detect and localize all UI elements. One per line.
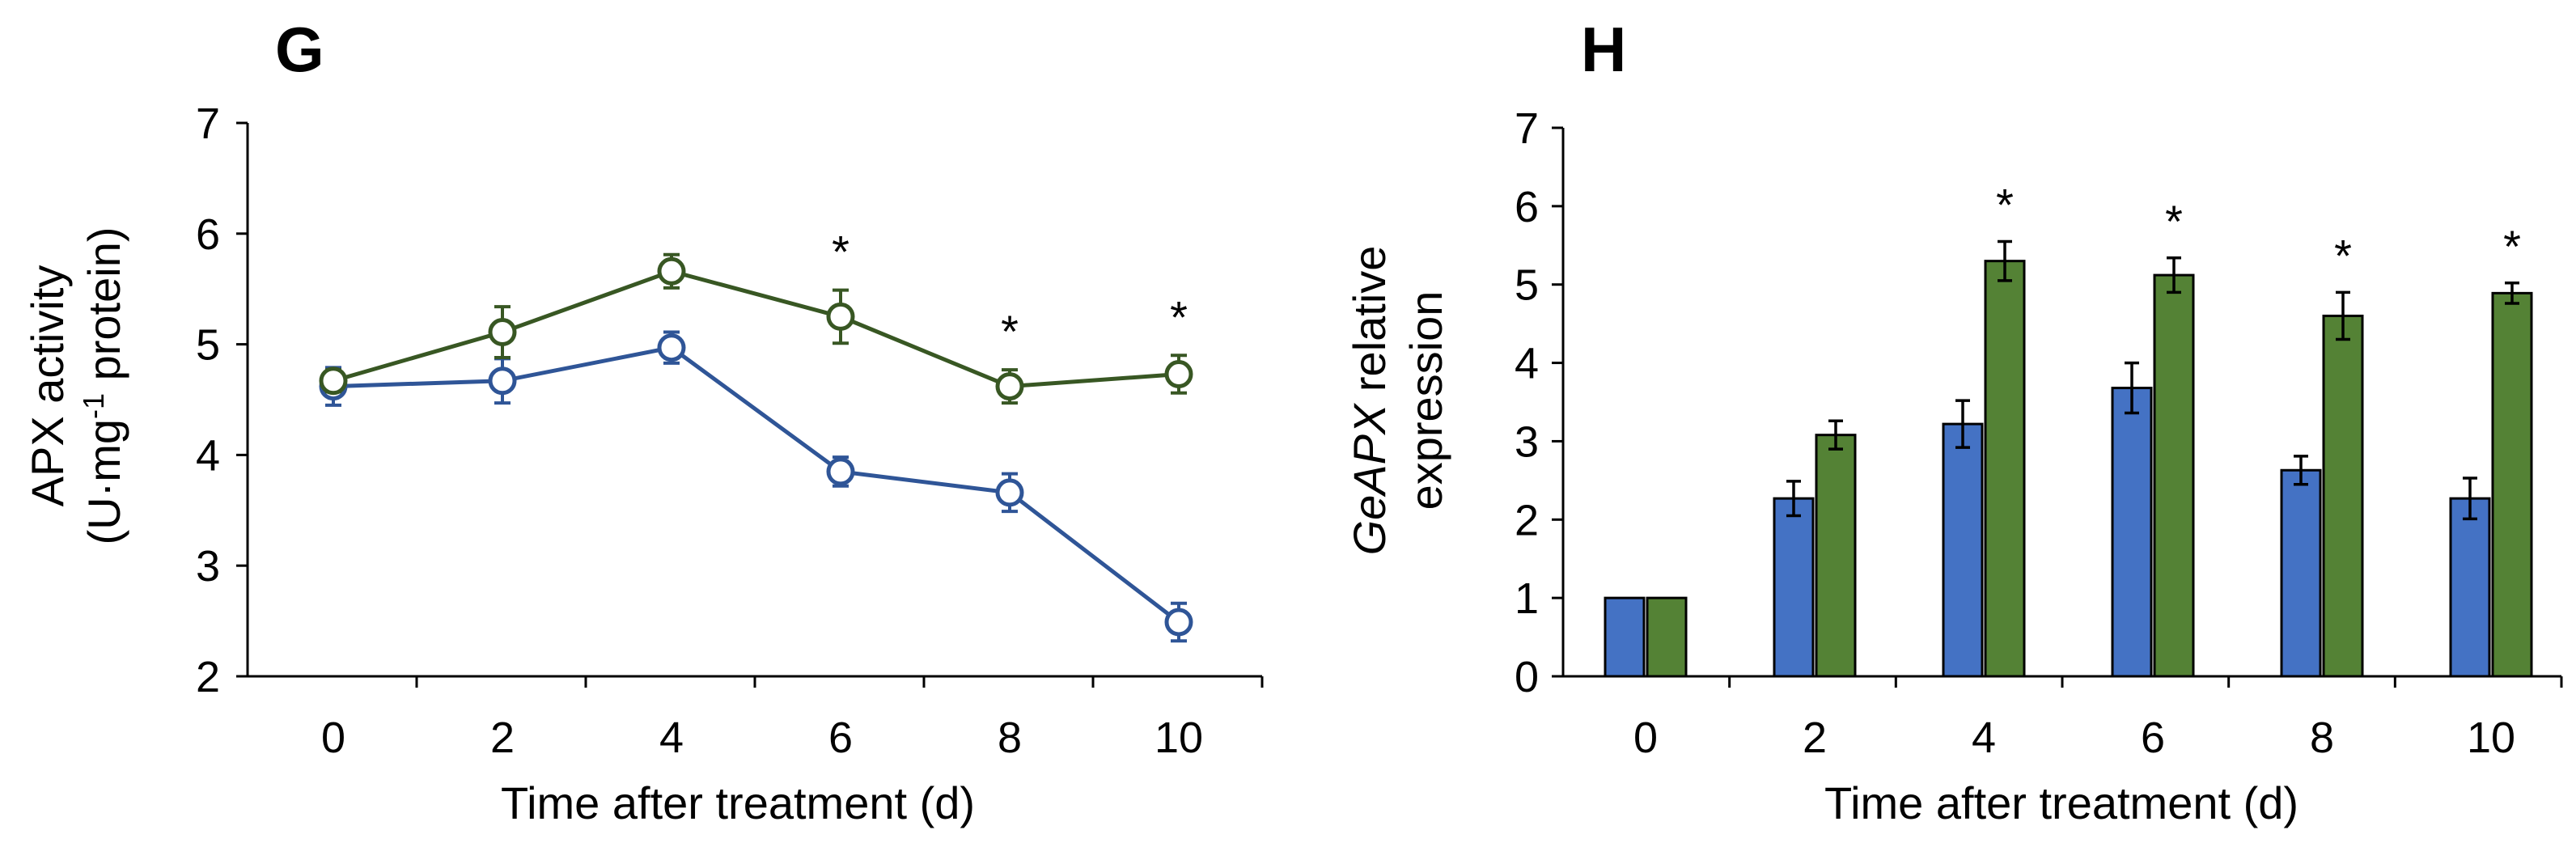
g-data-point-green <box>657 256 686 286</box>
g-data-point-blue <box>488 366 517 396</box>
h-x-tick-label: 10 <box>2467 714 2515 762</box>
h-y-tick-label: 3 <box>1515 417 1539 466</box>
h-bar-blue <box>2111 387 2153 678</box>
g-data-point-blue <box>657 333 686 362</box>
h-x-tick-label: 4 <box>1972 714 1996 762</box>
h-bar-green <box>2491 291 2533 678</box>
h-significance-star: * <box>2165 196 2183 247</box>
panel-h: H GeAPX relative expression Time after t… <box>1344 14 2563 828</box>
g-data-point-green <box>319 366 348 396</box>
h-bar-blue <box>1604 596 1646 678</box>
h-y-tick-label: 5 <box>1515 261 1539 310</box>
g-x-tick-label: 0 <box>321 714 345 762</box>
g-y-tick-label: 7 <box>196 100 220 148</box>
panel-g: G APX activity (U·mg-1 protein) Time aft… <box>22 14 1264 828</box>
h-y-tick-label: 7 <box>1515 104 1539 153</box>
g-y-unit-sup: -1 <box>77 393 110 419</box>
h-x-tick-label: 2 <box>1803 714 1827 762</box>
g-data-point-green <box>1164 360 1193 389</box>
h-significance-star: * <box>2334 230 2352 281</box>
h-y-tick-label: 0 <box>1515 653 1539 701</box>
g-series-line-green <box>333 269 1180 389</box>
h-y-axis-label-line1: GeAPX relative <box>1344 246 1395 556</box>
g-data-point-blue <box>826 457 855 486</box>
h-bar-green <box>1815 434 1857 678</box>
h-bar-green <box>1984 260 2026 678</box>
g-y-axis-label-line1: APX activity <box>22 265 73 507</box>
g-series-line-blue <box>333 345 1180 624</box>
g-data-point-green <box>826 302 855 331</box>
h-y-tick-label: 6 <box>1515 183 1539 231</box>
g-y-tick-label: 5 <box>196 321 220 370</box>
h-y-label-gene: GeAPX <box>1344 402 1395 555</box>
g-significance-star: * <box>1170 291 1188 342</box>
h-y-tick-label: 2 <box>1515 496 1539 544</box>
g-x-tick-label: 6 <box>828 714 853 762</box>
g-data-point-blue <box>995 478 1024 507</box>
h-significance-star: * <box>2503 221 2521 272</box>
g-y-tick-label: 4 <box>196 431 220 480</box>
g-x-tick-label: 10 <box>1155 714 1203 762</box>
g-y-tick-label: 3 <box>196 542 220 591</box>
g-y-tick-label: 6 <box>196 210 220 259</box>
g-y-unit-post: protein) <box>78 227 129 393</box>
h-x-tick-label: 6 <box>2141 714 2165 762</box>
panel-label-g: G <box>275 14 324 85</box>
g-data-point-green <box>488 318 517 347</box>
g-data-point-green <box>995 372 1024 401</box>
h-x-tick-label: 0 <box>1633 714 1658 762</box>
g-x-axis-label: Time after treatment (d) <box>501 777 975 828</box>
g-y-axis-label-line2: (U·mg-1 protein) <box>77 227 130 545</box>
h-bar-blue <box>1942 422 1984 678</box>
panel-label-h: H <box>1581 14 1626 85</box>
g-significance-star: * <box>1001 306 1019 357</box>
g-y-tick-label: 2 <box>196 653 220 701</box>
h-y-tick-label: 4 <box>1515 340 1539 388</box>
h-bar-green <box>1646 596 1688 678</box>
g-x-tick-label: 2 <box>490 714 515 762</box>
g-data-point-blue <box>1164 608 1193 637</box>
h-bar-blue <box>2280 468 2322 678</box>
g-significance-star: * <box>832 227 849 277</box>
g-y-unit-pre: (U·mg <box>78 419 129 545</box>
h-x-axis-label: Time after treatment (d) <box>1824 777 2298 828</box>
h-y-label-rest: relative <box>1344 246 1395 404</box>
h-bar-blue <box>2449 497 2491 678</box>
g-x-tick-label: 4 <box>659 714 684 762</box>
h-bar-green <box>2322 314 2364 678</box>
h-bar-blue <box>1773 497 1815 678</box>
h-y-axis-label-line2: expression <box>1400 291 1451 510</box>
h-y-tick-label: 1 <box>1515 574 1539 623</box>
h-x-tick-label: 8 <box>2310 714 2334 762</box>
h-significance-star: * <box>1996 179 2014 230</box>
g-x-tick-label: 8 <box>998 714 1022 762</box>
h-bar-green <box>2153 273 2195 678</box>
